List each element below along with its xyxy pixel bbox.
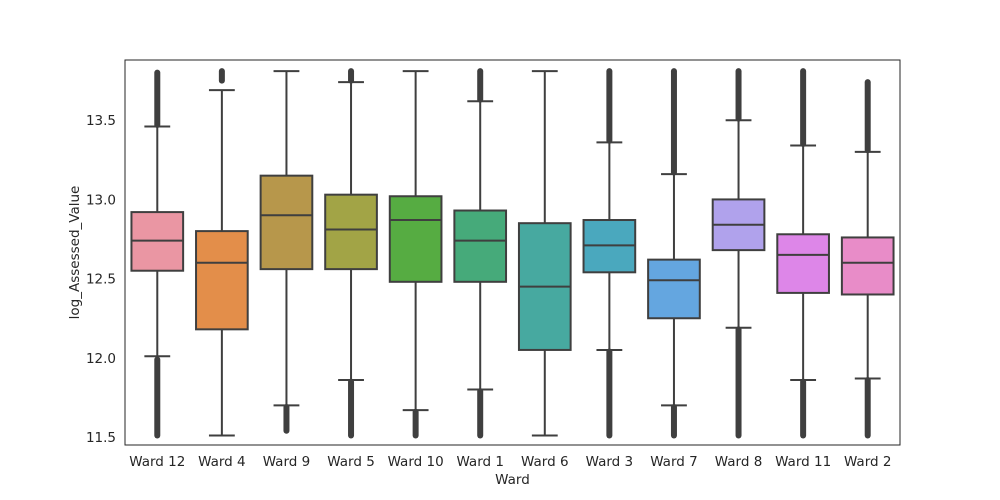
x-tick-label: Ward 1 — [456, 454, 504, 470]
box — [259, 174, 314, 271]
box-group — [582, 68, 637, 439]
x-tick-label: Ward 3 — [586, 454, 634, 470]
box-group — [324, 68, 378, 439]
boxes-layer — [130, 68, 895, 439]
box-group — [130, 69, 185, 439]
box-group — [647, 68, 701, 439]
x-axis-label: Ward — [495, 472, 530, 488]
x-tick-label: Ward 2 — [844, 454, 892, 470]
y-tick-label: 12.5 — [86, 272, 116, 288]
x-tick-label: Ward 11 — [775, 454, 831, 470]
y-axis: 11.5 12.0 12.5 13.0 13.5 — [86, 113, 116, 446]
y-tick-label: 11.5 — [86, 430, 116, 446]
box-group — [776, 68, 830, 439]
x-axis: Ward 12 Ward 4 Ward 9 Ward 5 Ward 10 Ward 1 Wa… — [129, 454, 891, 470]
box — [647, 258, 701, 320]
box-group — [259, 70, 314, 434]
box — [840, 236, 895, 296]
box-group — [711, 68, 766, 439]
x-tick-label: Ward 5 — [327, 454, 375, 470]
box-group — [453, 68, 508, 439]
box-group — [517, 70, 572, 437]
y-tick-label: 13.5 — [86, 113, 116, 129]
box — [388, 195, 443, 283]
box — [776, 233, 830, 294]
y-tick-label: 12.0 — [86, 351, 116, 367]
x-tick-label: Ward 10 — [388, 454, 444, 470]
box-group — [388, 70, 443, 439]
x-tick-label: Ward 8 — [715, 454, 763, 470]
box — [453, 209, 508, 283]
x-tick-label: Ward 4 — [198, 454, 246, 470]
box-group — [195, 68, 249, 437]
y-axis-label: log_Assessed_Value — [67, 186, 83, 320]
x-tick-label: Ward 12 — [129, 454, 185, 470]
x-tick-label: Ward 9 — [263, 454, 311, 470]
box — [324, 193, 378, 271]
x-tick-label: Ward 6 — [521, 454, 569, 470]
plot-area-frame — [124, 59, 901, 446]
x-tick-label: Ward 7 — [650, 454, 698, 470]
box — [195, 230, 249, 331]
y-tick-label: 13.0 — [86, 192, 116, 208]
box-group — [840, 79, 895, 439]
